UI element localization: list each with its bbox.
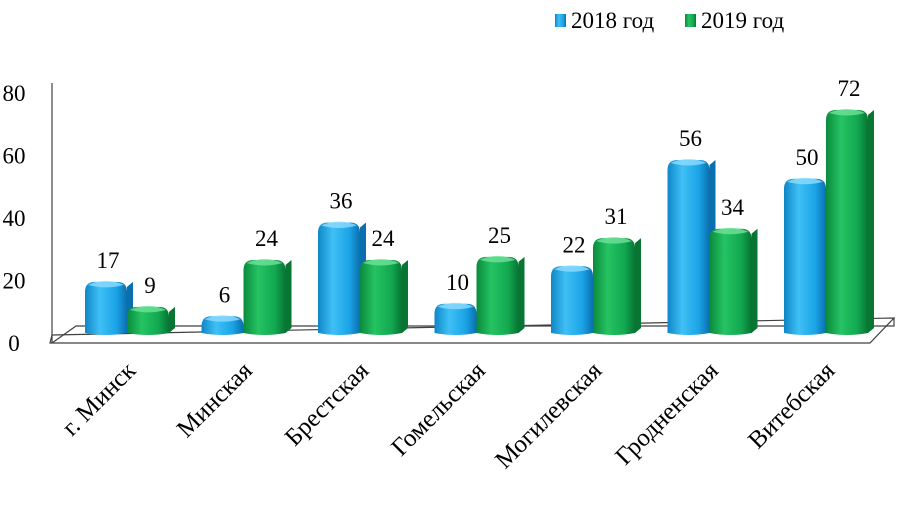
data-label: 24 — [372, 226, 396, 251]
bar-side — [169, 306, 175, 333]
bar — [360, 259, 408, 335]
bar-front — [667, 160, 710, 335]
bar-side — [751, 228, 758, 333]
bar-front — [85, 281, 127, 335]
bar-side — [518, 256, 525, 333]
data-label: 9 — [144, 273, 156, 298]
legend: 2018 год 2019 год — [555, 8, 784, 33]
bar — [201, 315, 250, 335]
data-label: 34 — [721, 195, 745, 220]
category-label: Брестская — [280, 357, 375, 452]
bar-cap — [321, 221, 357, 228]
bar-side — [402, 260, 408, 333]
bar-front — [476, 256, 519, 335]
bar-cap — [787, 177, 823, 185]
bar — [434, 302, 483, 335]
bar-front — [243, 260, 286, 335]
bar-front — [318, 222, 360, 335]
bar — [667, 159, 716, 335]
data-label: 36 — [330, 189, 353, 214]
bar-cap — [130, 305, 166, 313]
y-tick-label: 20 — [3, 269, 26, 294]
bar — [85, 280, 133, 335]
bar-front — [360, 260, 402, 335]
y-tick-label: 80 — [3, 81, 26, 106]
bar-cap — [437, 302, 474, 310]
bar-front — [784, 178, 826, 335]
category-label: Витебская — [743, 357, 840, 454]
bar-front — [593, 238, 635, 335]
category-label: Гомельская — [386, 357, 491, 462]
y-tick-label: 60 — [3, 144, 26, 169]
data-label: 24 — [255, 226, 279, 251]
y-tick-label: 40 — [3, 206, 26, 231]
bar-front — [551, 266, 593, 335]
y-tick-label: 0 — [8, 331, 20, 356]
legend-label: 2019 год — [701, 8, 784, 33]
axes — [49, 83, 896, 344]
bar — [593, 237, 641, 335]
bar — [784, 177, 832, 335]
legend-swatch — [685, 14, 696, 27]
bar-front — [434, 303, 477, 335]
bar-cap — [204, 315, 241, 322]
bar-cap — [712, 227, 749, 235]
data-label: 6 — [219, 282, 231, 307]
category-label: г. Минск — [57, 357, 142, 442]
data-label: 25 — [488, 223, 511, 248]
bar — [127, 305, 175, 335]
bar — [826, 109, 874, 335]
bar-side — [285, 260, 292, 333]
bar-cap — [670, 159, 707, 166]
data-label: 17 — [97, 248, 120, 273]
data-label: 31 — [605, 204, 628, 229]
data-label: 56 — [679, 126, 702, 151]
bar-cap — [554, 265, 590, 272]
category-label: Могилевская — [490, 357, 607, 474]
legend-swatch — [555, 14, 566, 27]
bar-cap — [829, 109, 865, 116]
bar — [709, 227, 758, 335]
bar — [551, 265, 599, 335]
bar — [243, 259, 292, 335]
bar-front — [709, 228, 752, 335]
bar-front — [826, 110, 868, 335]
data-label: 72 — [838, 76, 861, 101]
data-label: 50 — [796, 145, 819, 170]
bars — [85, 109, 874, 335]
bar-cap — [363, 259, 399, 266]
bar-front — [127, 306, 169, 335]
bar-side — [635, 238, 641, 333]
bar-cap — [479, 255, 516, 263]
bar-front — [201, 316, 244, 335]
data-label: 22 — [563, 232, 586, 257]
legend-label: 2018 год — [571, 8, 654, 33]
bar-cap — [246, 259, 283, 266]
data-label: 10 — [446, 270, 469, 295]
bar-cap — [88, 280, 124, 288]
category-label: Минская — [172, 357, 258, 443]
bar — [476, 255, 525, 335]
category-label: Гродненская — [610, 357, 724, 471]
bar — [318, 221, 366, 335]
bar-cap — [596, 237, 632, 244]
bar-side — [868, 110, 874, 333]
